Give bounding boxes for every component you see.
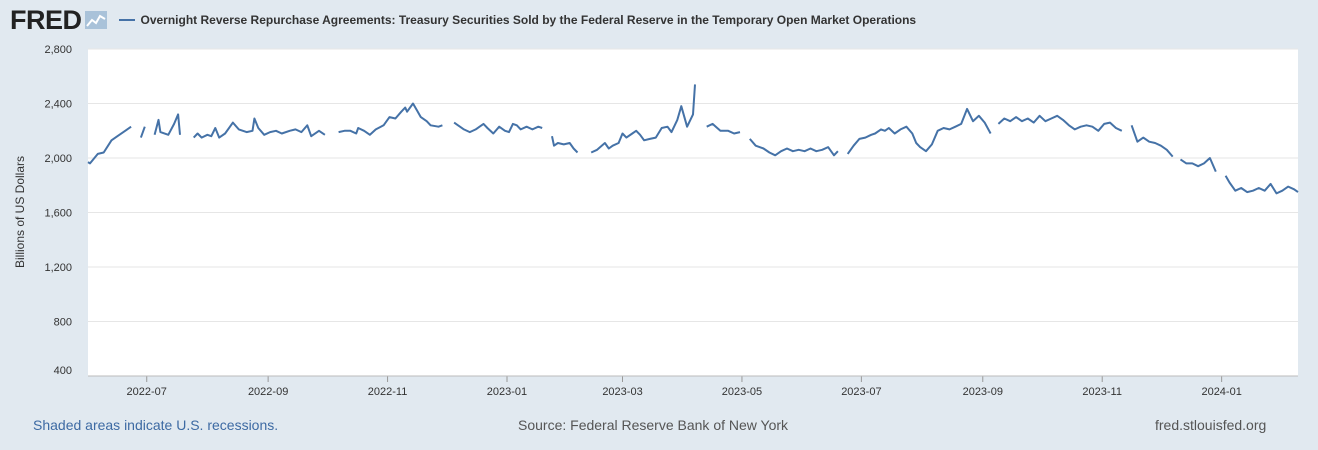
x-tick-label: 2022-09	[248, 386, 288, 398]
y-tick-label: 800	[54, 317, 72, 329]
y-tick-label: 2,000	[44, 153, 72, 165]
legend-swatch	[118, 19, 135, 21]
x-tick-label: 2022-07	[127, 386, 167, 398]
y-tick-label: 400	[54, 365, 72, 377]
series-line	[87, 84, 1299, 195]
fred-logo[interactable]: FRED	[10, 4, 82, 35]
y-axis: 400 800 1,200 1,600 2,000 2,400 2,800	[44, 44, 72, 377]
site-link[interactable]: fred.stlouisfed.org	[1155, 417, 1267, 433]
series-title[interactable]: Overnight Reverse Repurchase Agreements:…	[140, 13, 917, 27]
x-tick-label: 2024-01	[1201, 386, 1241, 398]
y-tick-label: 1,200	[44, 262, 72, 274]
chart-logo-icon	[84, 11, 107, 29]
x-tick-label: 2023-11	[1082, 386, 1122, 398]
x-tick-label: 2022-11	[368, 386, 408, 398]
x-tick-label: 2023-01	[487, 386, 527, 398]
recession-note[interactable]: Shaded areas indicate U.S. recessions.	[33, 417, 279, 433]
x-tick-label: 2023-05	[722, 386, 762, 398]
chart-header: FRED Overnight Reverse Repurchase Agreem…	[10, 4, 917, 35]
y-axis-label: Billions of US Dollars	[13, 156, 27, 268]
y-tick-label: 2,400	[44, 99, 72, 111]
x-tick-label: 2023-03	[602, 386, 642, 398]
y-tick-label: 1,600	[44, 208, 72, 220]
source-note: Source: Federal Reserve Bank of New York	[518, 417, 789, 433]
x-axis: 2022-07 2022-09 2022-11 2023-01 2023-03 2023-…	[88, 375, 1298, 398]
x-tick-label: 2023-09	[963, 386, 1003, 398]
y-tick-label: 2,800	[44, 44, 72, 56]
x-tick-label: 2023-07	[841, 386, 881, 398]
series-path[interactable]	[87, 84, 1299, 195]
